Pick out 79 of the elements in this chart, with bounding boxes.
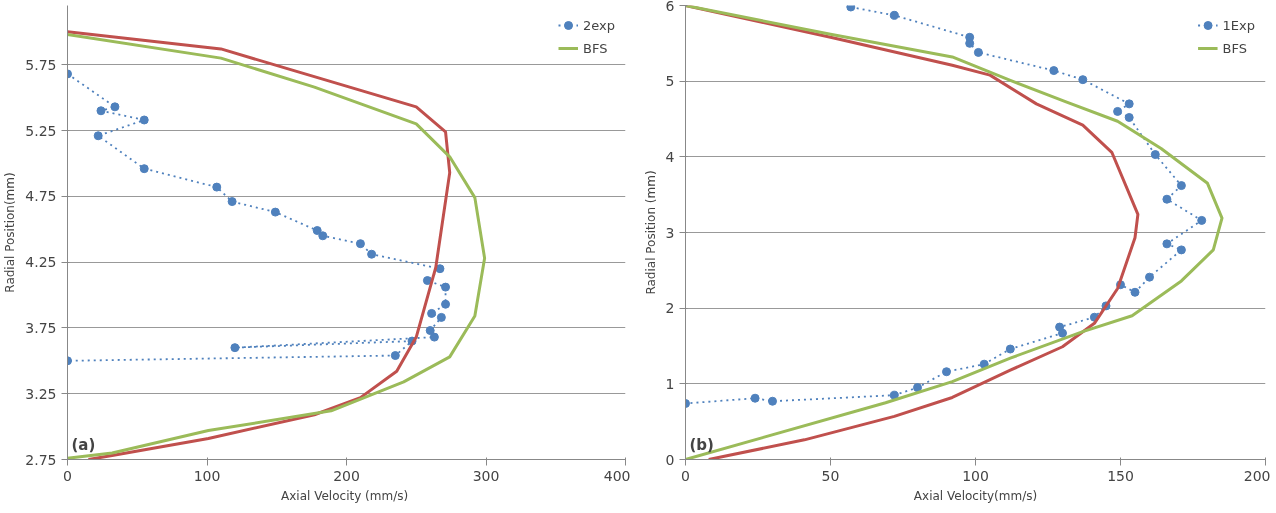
- point: [436, 312, 446, 322]
- point: [230, 343, 240, 353]
- y-axis-title: Radial Position (mm): [643, 170, 658, 295]
- annotation: (b): [689, 435, 714, 454]
- x-tick-label: 200: [1243, 467, 1271, 484]
- point: [427, 308, 437, 318]
- y-tick-label: 4.75: [25, 188, 57, 205]
- point: [973, 47, 983, 57]
- point: [942, 367, 951, 377]
- point: [1176, 245, 1186, 255]
- y-tick-label: 4.25: [25, 254, 57, 271]
- point: [1124, 99, 1134, 109]
- y-tick-label: 2.75: [25, 451, 57, 468]
- y-tick-label: 3: [665, 224, 675, 241]
- point: [889, 390, 899, 400]
- point: [1005, 344, 1015, 354]
- point: [96, 106, 106, 116]
- point: [441, 299, 451, 309]
- y-tick-label: 1: [665, 375, 675, 392]
- point: [1162, 239, 1172, 249]
- point: [1197, 215, 1207, 225]
- x-axis-title: Axial Velocity (mm/s): [281, 488, 409, 503]
- point: [1130, 287, 1140, 297]
- y-tick-label: 5.25: [25, 122, 57, 139]
- point: [429, 332, 439, 342]
- point: [1113, 106, 1123, 116]
- point: [1176, 181, 1186, 191]
- legend-label: 1Exp: [1222, 17, 1255, 33]
- point: [441, 282, 451, 292]
- y-tick-label: 5.75: [25, 56, 57, 73]
- y-tick-label: 2: [665, 300, 675, 317]
- legend-label: 2exp: [583, 17, 615, 33]
- point: [422, 276, 432, 286]
- point: [110, 102, 120, 112]
- point: [1049, 66, 1059, 76]
- legend-label: BFS: [1222, 40, 1247, 56]
- point: [435, 264, 445, 274]
- y-tick-label: 3.75: [25, 319, 57, 336]
- point: [1145, 272, 1154, 282]
- y-axis-title: Radial Position(mm): [3, 172, 18, 293]
- x-tick-label: 0: [681, 467, 690, 484]
- point: [312, 226, 322, 236]
- point: [889, 10, 899, 20]
- y-tick-label: 5: [665, 73, 675, 90]
- y-tick-label: 6: [665, 0, 675, 14]
- point: [367, 249, 377, 259]
- y-tick-label: 3.25: [25, 385, 57, 402]
- point: [139, 164, 149, 174]
- point: [750, 393, 760, 403]
- point: [1162, 194, 1172, 204]
- point: [355, 239, 365, 249]
- point: [93, 131, 103, 141]
- point: [846, 5, 856, 12]
- point: [979, 359, 989, 369]
- x-tick-label: 300: [472, 467, 500, 484]
- x-axis-title: Axial Velocity(mm/s): [913, 488, 1038, 503]
- point: [227, 197, 237, 207]
- annotation: (a): [71, 435, 96, 454]
- x-tick-label: 0: [63, 467, 72, 484]
- y-tick-label: 4: [665, 148, 675, 165]
- point: [1058, 328, 1067, 338]
- x-tick-label: 100: [193, 467, 221, 484]
- y-tick-label: 0: [665, 451, 675, 468]
- point: [390, 351, 400, 361]
- x-tick-label: 150: [1107, 467, 1134, 484]
- point: [1078, 75, 1088, 85]
- point: [425, 326, 435, 336]
- point: [212, 182, 222, 192]
- x-tick-label: 100: [962, 467, 989, 484]
- point: [768, 396, 777, 406]
- point: [1150, 150, 1160, 160]
- x-tick-label: 200: [333, 467, 360, 484]
- point: [318, 231, 328, 241]
- x-tick-label: 50: [821, 467, 840, 484]
- point: [139, 115, 149, 125]
- x-tick-label: 400: [603, 467, 631, 484]
- point: [1124, 112, 1134, 122]
- legend-label: BFS: [583, 40, 608, 56]
- point: [270, 207, 280, 217]
